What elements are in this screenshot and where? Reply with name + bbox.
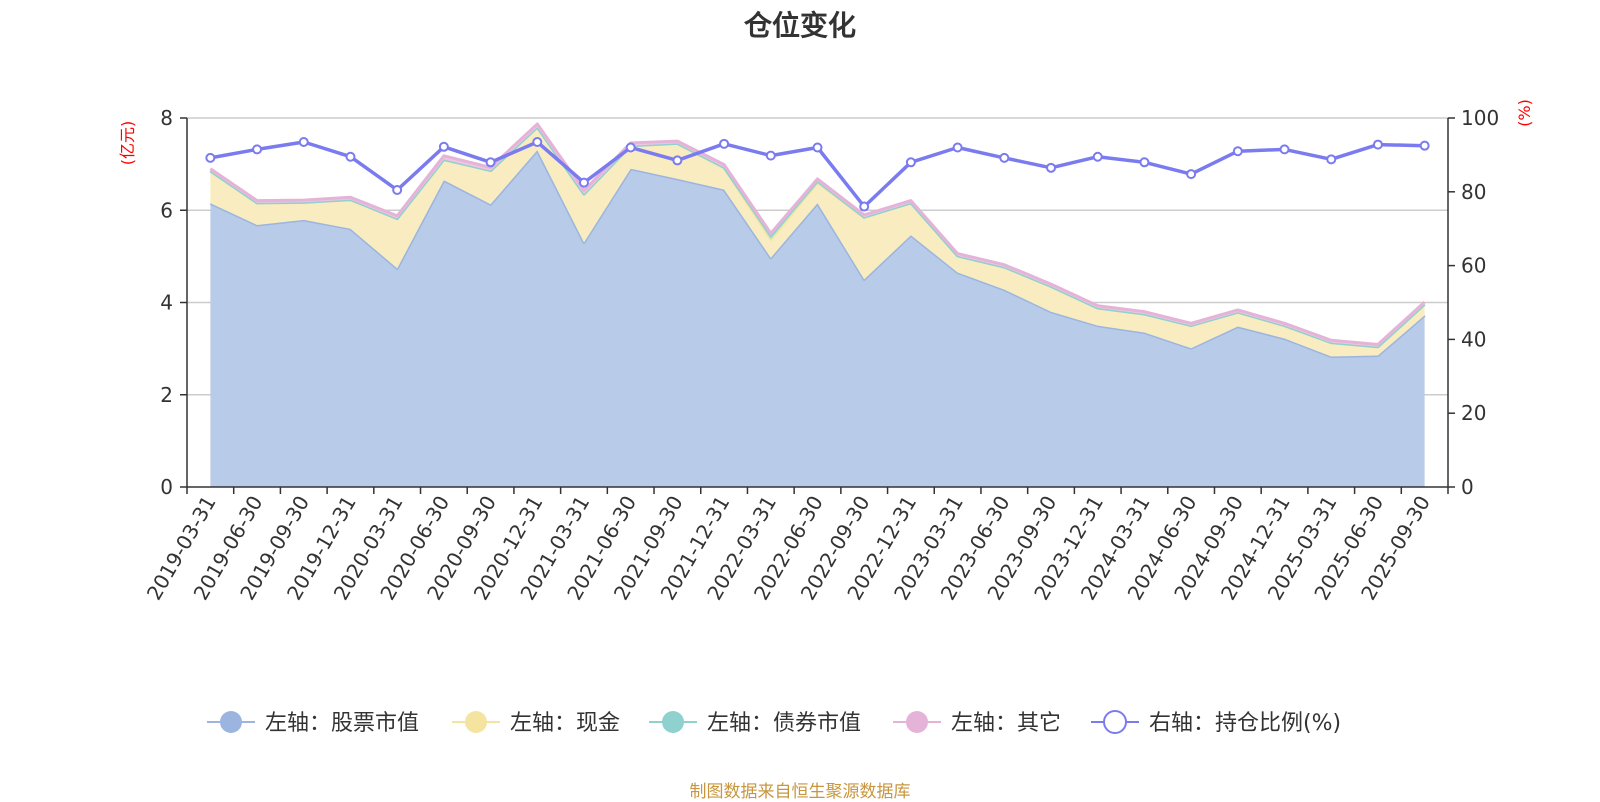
legend-label: 左轴：股票市值 <box>265 711 419 736</box>
ratio-point <box>812 142 823 153</box>
ratio-point <box>1232 146 1243 157</box>
right-tick-label: 0 <box>1461 475 1474 499</box>
right-tick-label: 40 <box>1461 327 1486 351</box>
legend-item-3: 左轴：其它 <box>893 711 1061 736</box>
ratio-point <box>859 201 870 212</box>
right-tick-label: 60 <box>1461 254 1486 278</box>
ratio-point <box>765 150 776 161</box>
ratio-point <box>1092 151 1103 162</box>
right-tick-label: 20 <box>1461 401 1486 425</box>
legend-label: 右轴：持仓比例(%) <box>1149 711 1341 736</box>
ratio-point <box>952 142 963 153</box>
ratio-point <box>672 155 683 166</box>
ratio-point <box>719 138 730 149</box>
legend-marker <box>465 711 487 733</box>
legend-marker <box>1103 710 1127 734</box>
legend-item-4: 右轴：持仓比例(%) <box>1091 710 1341 736</box>
legend-label: 左轴：债券市值 <box>707 711 861 736</box>
legend-item-0: 左轴：股票市值 <box>207 711 419 736</box>
ratio-point <box>905 157 916 168</box>
ratio-point <box>345 151 356 162</box>
ratio-point <box>205 152 216 163</box>
ratio-point <box>578 177 589 188</box>
legend-item-2: 左轴：债券市值 <box>649 711 861 736</box>
holding-ratio-line <box>205 136 1430 212</box>
legend-label: 左轴：其它 <box>951 711 1061 736</box>
left-tick-label: 2 <box>160 383 173 407</box>
ratio-point <box>1186 169 1197 180</box>
area-line-series-3 <box>209 122 1426 346</box>
left-tick-label: 8 <box>160 106 173 130</box>
left-tick-label: 4 <box>160 291 173 315</box>
left-axis-unit: (亿元) <box>118 121 137 166</box>
data-source-note: 制图数据来自恒生聚源数据库 <box>689 782 911 802</box>
legend-marker <box>220 711 242 733</box>
ratio-point <box>252 144 263 155</box>
ratio-point <box>1372 139 1383 150</box>
ratio-point <box>1279 144 1290 155</box>
ratio-point <box>298 136 309 147</box>
ratio-point <box>625 142 636 153</box>
legend-item-1: 左轴：现金 <box>452 711 620 736</box>
right-tick-label: 100 <box>1461 106 1499 130</box>
area-series-0 <box>210 150 1425 488</box>
ratio-point <box>1419 140 1430 151</box>
stacked-areas <box>209 122 1426 488</box>
ratio-point <box>392 184 403 195</box>
right-tick-label: 80 <box>1461 180 1486 204</box>
ratio-point <box>485 157 496 168</box>
chart-title: 仓位变化 <box>743 9 856 42</box>
left-tick-label: 0 <box>160 475 173 499</box>
legend: 左轴：股票市值 左轴：现金 左轴：债券市值 左轴：其它 右轴：持仓比例(%) <box>207 710 1341 736</box>
ratio-point <box>1046 162 1057 173</box>
right-axis-unit: (%) <box>1515 99 1534 127</box>
ratio-point <box>1326 154 1337 165</box>
ratio-point <box>1139 157 1150 168</box>
legend-marker <box>906 711 928 733</box>
left-tick-label: 6 <box>160 198 173 222</box>
ratio-point <box>532 136 543 147</box>
legend-marker <box>662 711 684 733</box>
legend-label: 左轴：现金 <box>510 711 620 736</box>
ratio-point <box>438 141 449 152</box>
ratio-point <box>999 152 1010 163</box>
